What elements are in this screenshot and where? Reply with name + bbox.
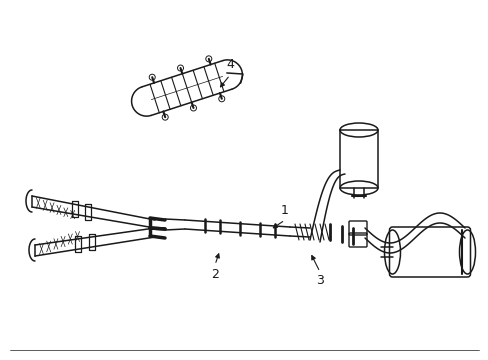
Text: 1: 1 <box>281 203 288 216</box>
Text: 4: 4 <box>225 58 233 72</box>
Text: 3: 3 <box>315 274 323 287</box>
Text: 2: 2 <box>211 269 219 282</box>
